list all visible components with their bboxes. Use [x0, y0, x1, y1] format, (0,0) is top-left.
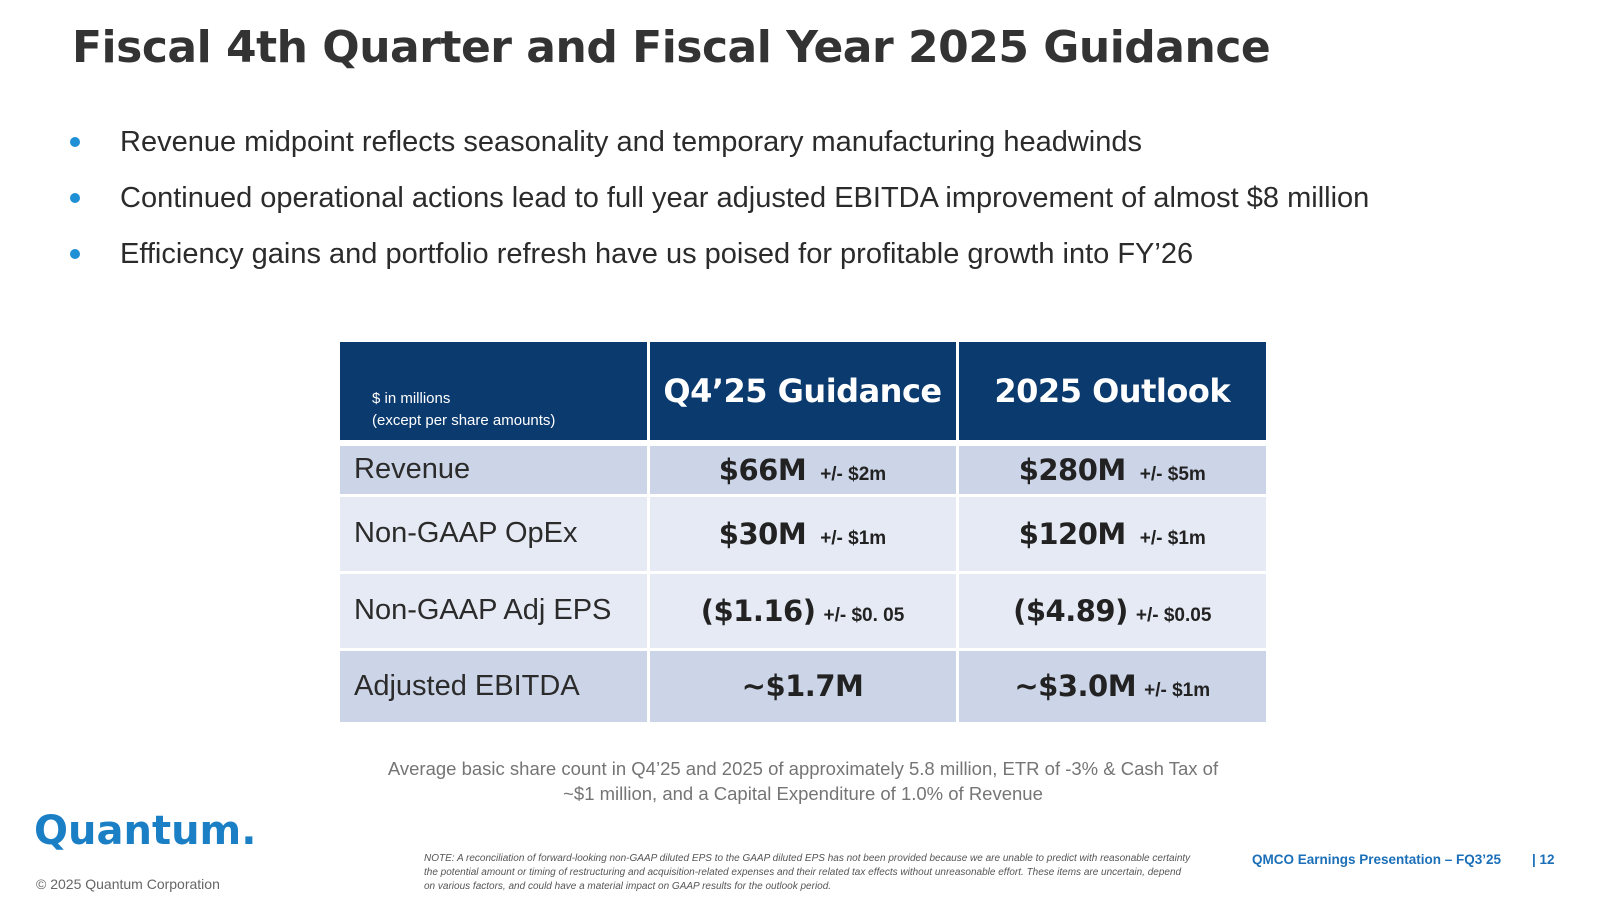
bullet-dot-icon — [70, 193, 80, 203]
bullet-list: Revenue midpoint reflects seasonality an… — [68, 114, 1369, 282]
fy-value-cell: ($4.89) +/- $0.05 — [957, 572, 1266, 651]
table-row-revenue: Revenue $66M +/- $2m $280M +/- $5m — [340, 443, 1266, 497]
footnote-line-1: Average basic share count in Q4’25 and 2… — [387, 758, 1219, 779]
row-label: Revenue — [340, 443, 650, 497]
fy-value-cell: ~$3.0M +/- $1m — [957, 649, 1266, 725]
presentation-name: QMCO Earnings Presentation – FQ3’25 — [1252, 852, 1502, 867]
table-footnote: Average basic share count in Q4’25 and 2… — [340, 756, 1266, 806]
page-number: | 12 — [1532, 852, 1555, 867]
units-line-1: $ in millions — [372, 390, 451, 407]
q4-value-cell: $30M +/- $1m — [648, 495, 959, 574]
bullet-dot-icon — [70, 137, 80, 147]
fy-value: ~$3.0M — [1014, 669, 1137, 703]
units-line-2: (except per share amounts) — [372, 412, 556, 429]
column-header-2025-outlook: 2025 Outlook — [957, 342, 1266, 446]
reconciliation-note: NOTE: A reconciliation of forward-lookin… — [424, 853, 1191, 892]
slide-title: Fiscal 4th Quarter and Fiscal Year 2025 … — [72, 22, 1271, 73]
q4-value: $66M — [718, 452, 807, 487]
bullet-text: Revenue midpoint reflects seasonality an… — [120, 125, 1143, 158]
q4-range: +/- $2m — [820, 463, 887, 485]
q4-range: +/- $0. 05 — [823, 604, 905, 626]
footnote-line-2: ~$1 million, and a Capital Expenditure o… — [563, 783, 1043, 804]
units-note: $ in millions (except per share amounts) — [340, 388, 647, 440]
q4-range: +/- $1m — [820, 527, 887, 549]
bullet-item: Revenue midpoint reflects seasonality an… — [68, 114, 1369, 170]
q4-value: $30M — [718, 516, 807, 551]
table-row-eps: Non-GAAP Adj EPS ($1.16) +/- $0. 05 ($4.8… — [340, 572, 1266, 651]
bullet-item: Continued operational actions lead to fu… — [68, 170, 1369, 226]
row-label: Non-GAAP OpEx — [340, 495, 650, 574]
fy-value: $120M — [1018, 516, 1127, 551]
quantum-logo: Quantum. — [34, 808, 257, 854]
copyright-text: © 2025 Quantum Corporation — [36, 876, 220, 892]
units-header-cell: $ in millions (except per share amounts) — [340, 342, 650, 446]
fy-range: +/- $0.05 — [1135, 604, 1212, 626]
q4-value: ~$1.7M — [741, 669, 864, 703]
table-header-row: $ in millions (except per share amounts)… — [340, 342, 1266, 446]
fy-value: ($4.89) — [1013, 593, 1128, 628]
fy-range: +/- $5m — [1139, 463, 1206, 485]
table-row-ebitda: Adjusted EBITDA ~$1.7M ~$3.0M +/- $1m — [340, 649, 1266, 725]
q4-value: ($1.16) — [700, 593, 816, 628]
q4-value-cell: $66M +/- $2m — [648, 443, 959, 497]
q4-value-cell: ~$1.7M — [648, 649, 959, 725]
fy-value: $280M — [1018, 452, 1127, 487]
fy-range: +/- $1m — [1144, 680, 1211, 701]
row-label: Non-GAAP Adj EPS — [340, 572, 650, 651]
q4-value-cell: ($1.16) +/- $0. 05 — [648, 572, 959, 651]
bullet-dot-icon — [70, 249, 80, 259]
fy-range: +/- $1m — [1139, 527, 1206, 549]
bullet-text: Continued operational actions lead to fu… — [120, 181, 1370, 214]
fy-value-cell: $120M +/- $1m — [957, 495, 1266, 574]
row-label: Adjusted EBITDA — [340, 649, 650, 725]
table-row-opex: Non-GAAP OpEx $30M +/- $1m $120M +/- $1m — [340, 495, 1266, 574]
fy-value-cell: $280M +/- $5m — [957, 443, 1266, 497]
bullet-text: Efficiency gains and portfolio refresh h… — [120, 237, 1194, 270]
guidance-table: $ in millions (except per share amounts)… — [340, 342, 1266, 725]
bullet-item: Efficiency gains and portfolio refresh h… — [68, 226, 1369, 282]
column-header-q4-guidance: Q4’25 Guidance — [648, 342, 959, 446]
